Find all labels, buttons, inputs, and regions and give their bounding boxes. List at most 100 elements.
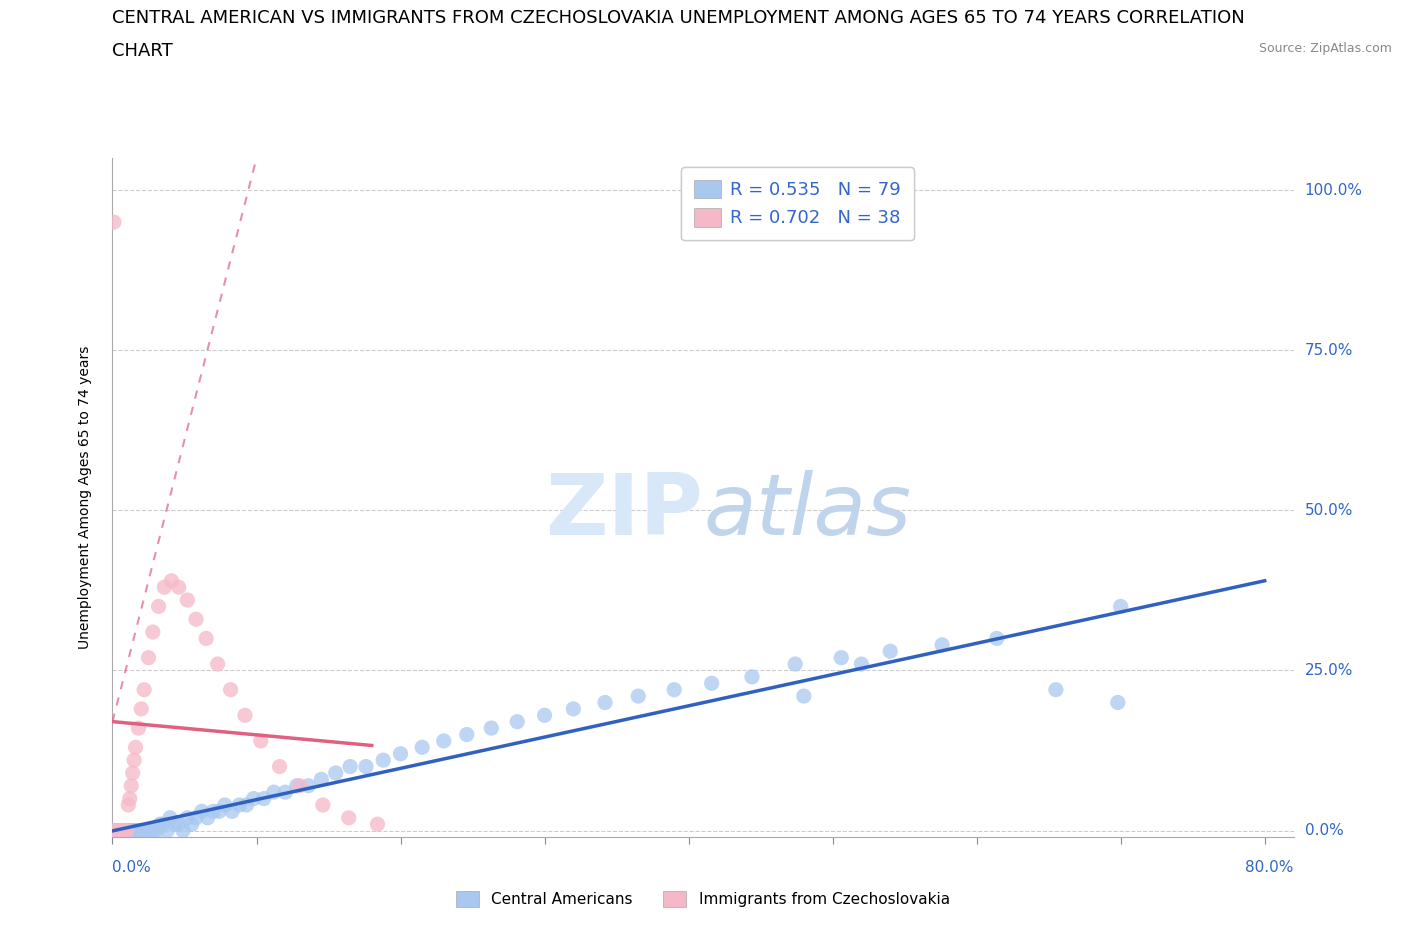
Point (1107, 695, 1129, 710)
Point (104, 823, 127, 838)
Text: 75.0%: 75.0% (1305, 343, 1353, 358)
Point (129, 701, 152, 716)
Point (128, 823, 150, 838)
Point (107, 823, 129, 838)
Point (112, 823, 135, 838)
Point (108, 823, 131, 838)
Point (117, 798, 139, 813)
Point (138, 823, 160, 838)
Text: 0.0%: 0.0% (112, 860, 152, 875)
Point (221, 804, 243, 818)
Point (105, 823, 128, 838)
Point (242, 791, 264, 806)
Point (228, 798, 250, 813)
Point (931, 637, 953, 652)
Point (149, 817, 172, 831)
Text: 100.0%: 100.0% (1305, 182, 1362, 197)
Point (233, 708, 256, 723)
Point (124, 740, 146, 755)
Point (533, 708, 555, 723)
Point (180, 817, 202, 831)
Point (122, 752, 145, 767)
Point (120, 823, 142, 838)
Point (269, 759, 291, 774)
Text: 25.0%: 25.0% (1305, 663, 1353, 678)
Point (879, 644, 901, 658)
Point (197, 810, 219, 825)
Point (141, 823, 163, 838)
Point (132, 823, 155, 838)
Point (411, 740, 433, 755)
Point (146, 823, 169, 838)
Point (117, 823, 139, 838)
Point (184, 612, 207, 627)
Legend: R = 0.535   N = 79, R = 0.702   N = 38: R = 0.535 N = 79, R = 0.702 N = 38 (682, 167, 914, 240)
Point (202, 804, 225, 818)
Point (124, 823, 146, 838)
Point (389, 746, 412, 761)
Point (456, 727, 478, 742)
Point (785, 657, 807, 671)
Point (111, 823, 134, 838)
Point (115, 823, 138, 838)
Point (160, 574, 183, 589)
Point (148, 599, 170, 614)
Point (121, 823, 143, 838)
Point (134, 683, 156, 698)
Point (103, 823, 125, 838)
Text: 80.0%: 80.0% (1246, 860, 1294, 875)
Point (741, 670, 763, 684)
Point (120, 778, 142, 793)
Text: 0.0%: 0.0% (1305, 823, 1343, 838)
Point (163, 817, 186, 831)
Point (195, 631, 218, 646)
Point (373, 752, 395, 767)
Point (108, 823, 131, 838)
Point (121, 765, 143, 780)
Point (793, 688, 815, 703)
Point (830, 650, 852, 665)
Point (366, 817, 388, 831)
Point (103, 215, 125, 230)
Text: CHART: CHART (112, 42, 173, 60)
Point (111, 823, 134, 838)
Point (115, 823, 138, 838)
Point (208, 804, 231, 818)
Point (125, 823, 148, 838)
Point (129, 823, 152, 838)
Point (191, 804, 214, 818)
Point (118, 791, 141, 806)
Point (159, 810, 181, 825)
Point (176, 592, 198, 607)
Point (114, 823, 136, 838)
Point (250, 734, 273, 749)
Point (433, 734, 456, 749)
Point (176, 810, 198, 825)
Text: atlas: atlas (703, 470, 911, 552)
Point (219, 683, 242, 698)
Point (138, 650, 160, 665)
Point (143, 823, 166, 838)
Point (1045, 683, 1067, 698)
Point (274, 785, 297, 800)
Text: 50.0%: 50.0% (1305, 503, 1353, 518)
Point (135, 823, 157, 838)
Point (700, 676, 723, 691)
Point (311, 772, 333, 787)
Point (152, 817, 174, 831)
Point (127, 721, 149, 736)
Point (156, 823, 179, 838)
Point (142, 625, 165, 640)
Point (562, 701, 585, 716)
Point (214, 798, 236, 813)
Point (297, 778, 319, 793)
Point (312, 798, 335, 813)
Point (235, 798, 257, 813)
Text: Source: ZipAtlas.com: Source: ZipAtlas.com (1258, 42, 1392, 55)
Point (103, 823, 125, 838)
Point (172, 823, 194, 838)
Point (325, 765, 347, 780)
Point (986, 631, 1008, 646)
Point (127, 823, 149, 838)
Point (1109, 599, 1132, 614)
